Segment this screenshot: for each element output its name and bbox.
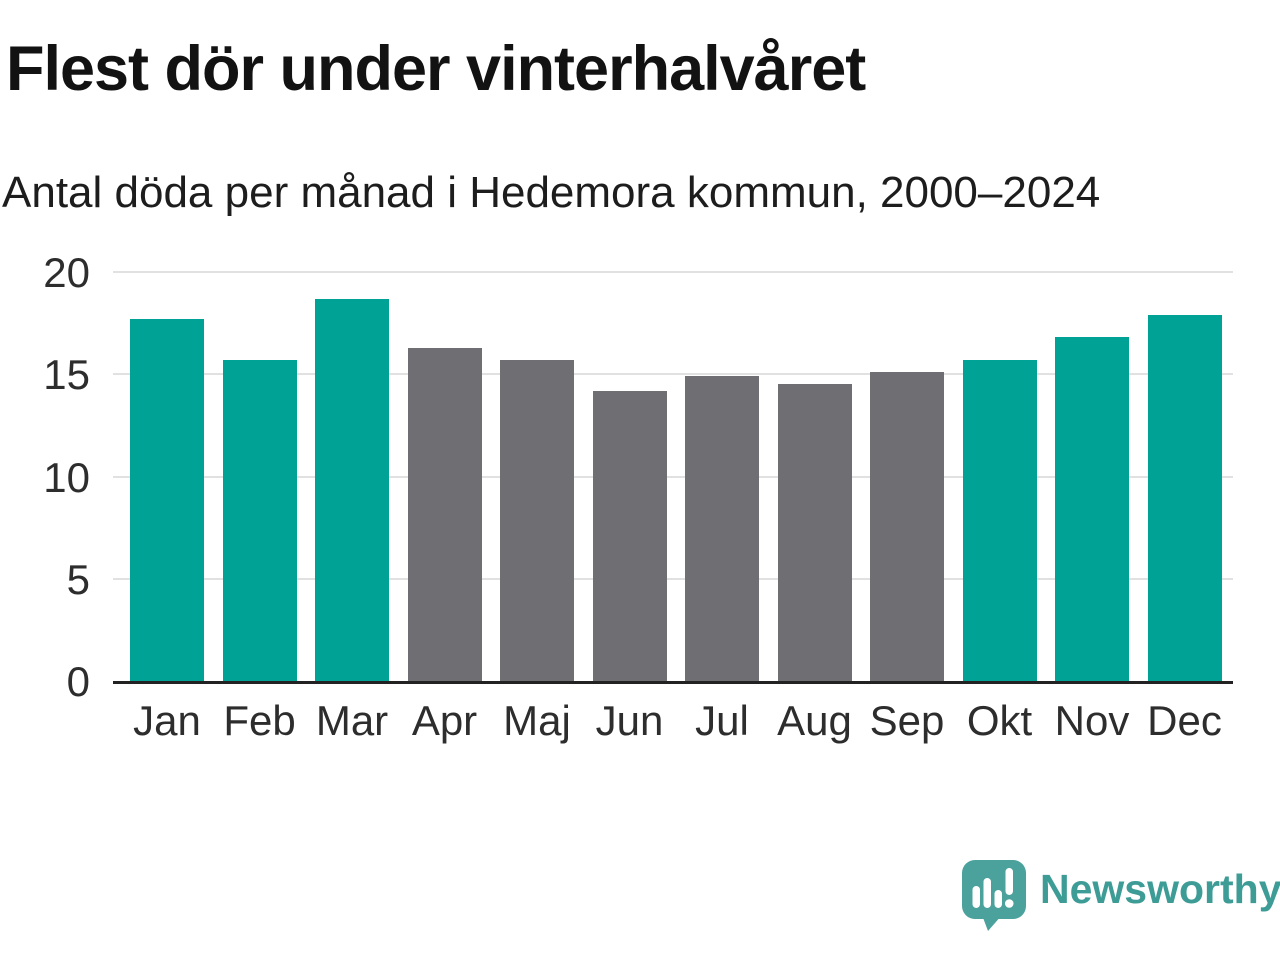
- bar-jan: [130, 319, 204, 681]
- x-tick-label-maj: Maj: [503, 697, 571, 744]
- chart-title: Flest dör under vinterhalvåret: [6, 34, 866, 104]
- gridline-15: [113, 373, 1233, 376]
- bar-mar: [315, 298, 389, 681]
- y-tick-label-0: 0: [66, 658, 90, 705]
- bar-nov: [1055, 337, 1129, 681]
- x-tick-label-nov: Nov: [1054, 697, 1130, 744]
- x-tick-label-mar: Mar: [315, 697, 389, 744]
- x-tick-label-dec: Dec: [1147, 697, 1222, 744]
- newsworthy-logo-icon: [962, 860, 1026, 931]
- y-tick-label-15: 15: [43, 351, 90, 399]
- logo-exclamation-bar: [1005, 868, 1013, 895]
- x-tick-label-jul: Jul: [695, 697, 749, 744]
- bar-apr: [407, 347, 482, 681]
- bar-feb: [222, 359, 297, 681]
- bar-okt: [962, 359, 1037, 681]
- newsworthy-wordmark: Newsworthy: [1040, 865, 1280, 912]
- y-tick-label-5: 5: [66, 555, 90, 603]
- x-tick-label-feb: Feb: [223, 697, 296, 744]
- logo-bar-2: [983, 878, 991, 908]
- x-tick-label-aug: Aug: [777, 697, 852, 744]
- bar-jun: [592, 390, 667, 681]
- logo-bar-1: [972, 886, 980, 908]
- plot-area: [113, 271, 1233, 684]
- bar-dec: [1147, 314, 1222, 681]
- gridline-20: [113, 271, 1233, 273]
- bar-sep: [870, 372, 944, 681]
- x-tick-label-sep: Sep: [869, 697, 945, 744]
- gridline-5: [113, 577, 1233, 580]
- x-tick-label-okt: Okt: [966, 697, 1033, 744]
- bar-maj: [500, 359, 574, 681]
- gridline-10: [113, 475, 1233, 478]
- logo-exclamation-dot: [1004, 899, 1014, 908]
- x-tick-label-jun: Jun: [595, 697, 664, 744]
- logo-bar-3: [994, 890, 1002, 908]
- chart-subtitle: Antal döda per månad i Hedemora kommun, …: [2, 168, 1101, 217]
- bar-jul: [685, 376, 759, 681]
- x-tick-label-apr: Apr: [411, 697, 478, 744]
- newsworthy-logo: Newsworthy: [961, 859, 1280, 931]
- x-tick-label-jan: Jan: [133, 697, 201, 744]
- y-tick-label-20: 20: [43, 249, 90, 296]
- bar-aug: [777, 384, 852, 681]
- y-tick-label-10: 10: [43, 453, 90, 501]
